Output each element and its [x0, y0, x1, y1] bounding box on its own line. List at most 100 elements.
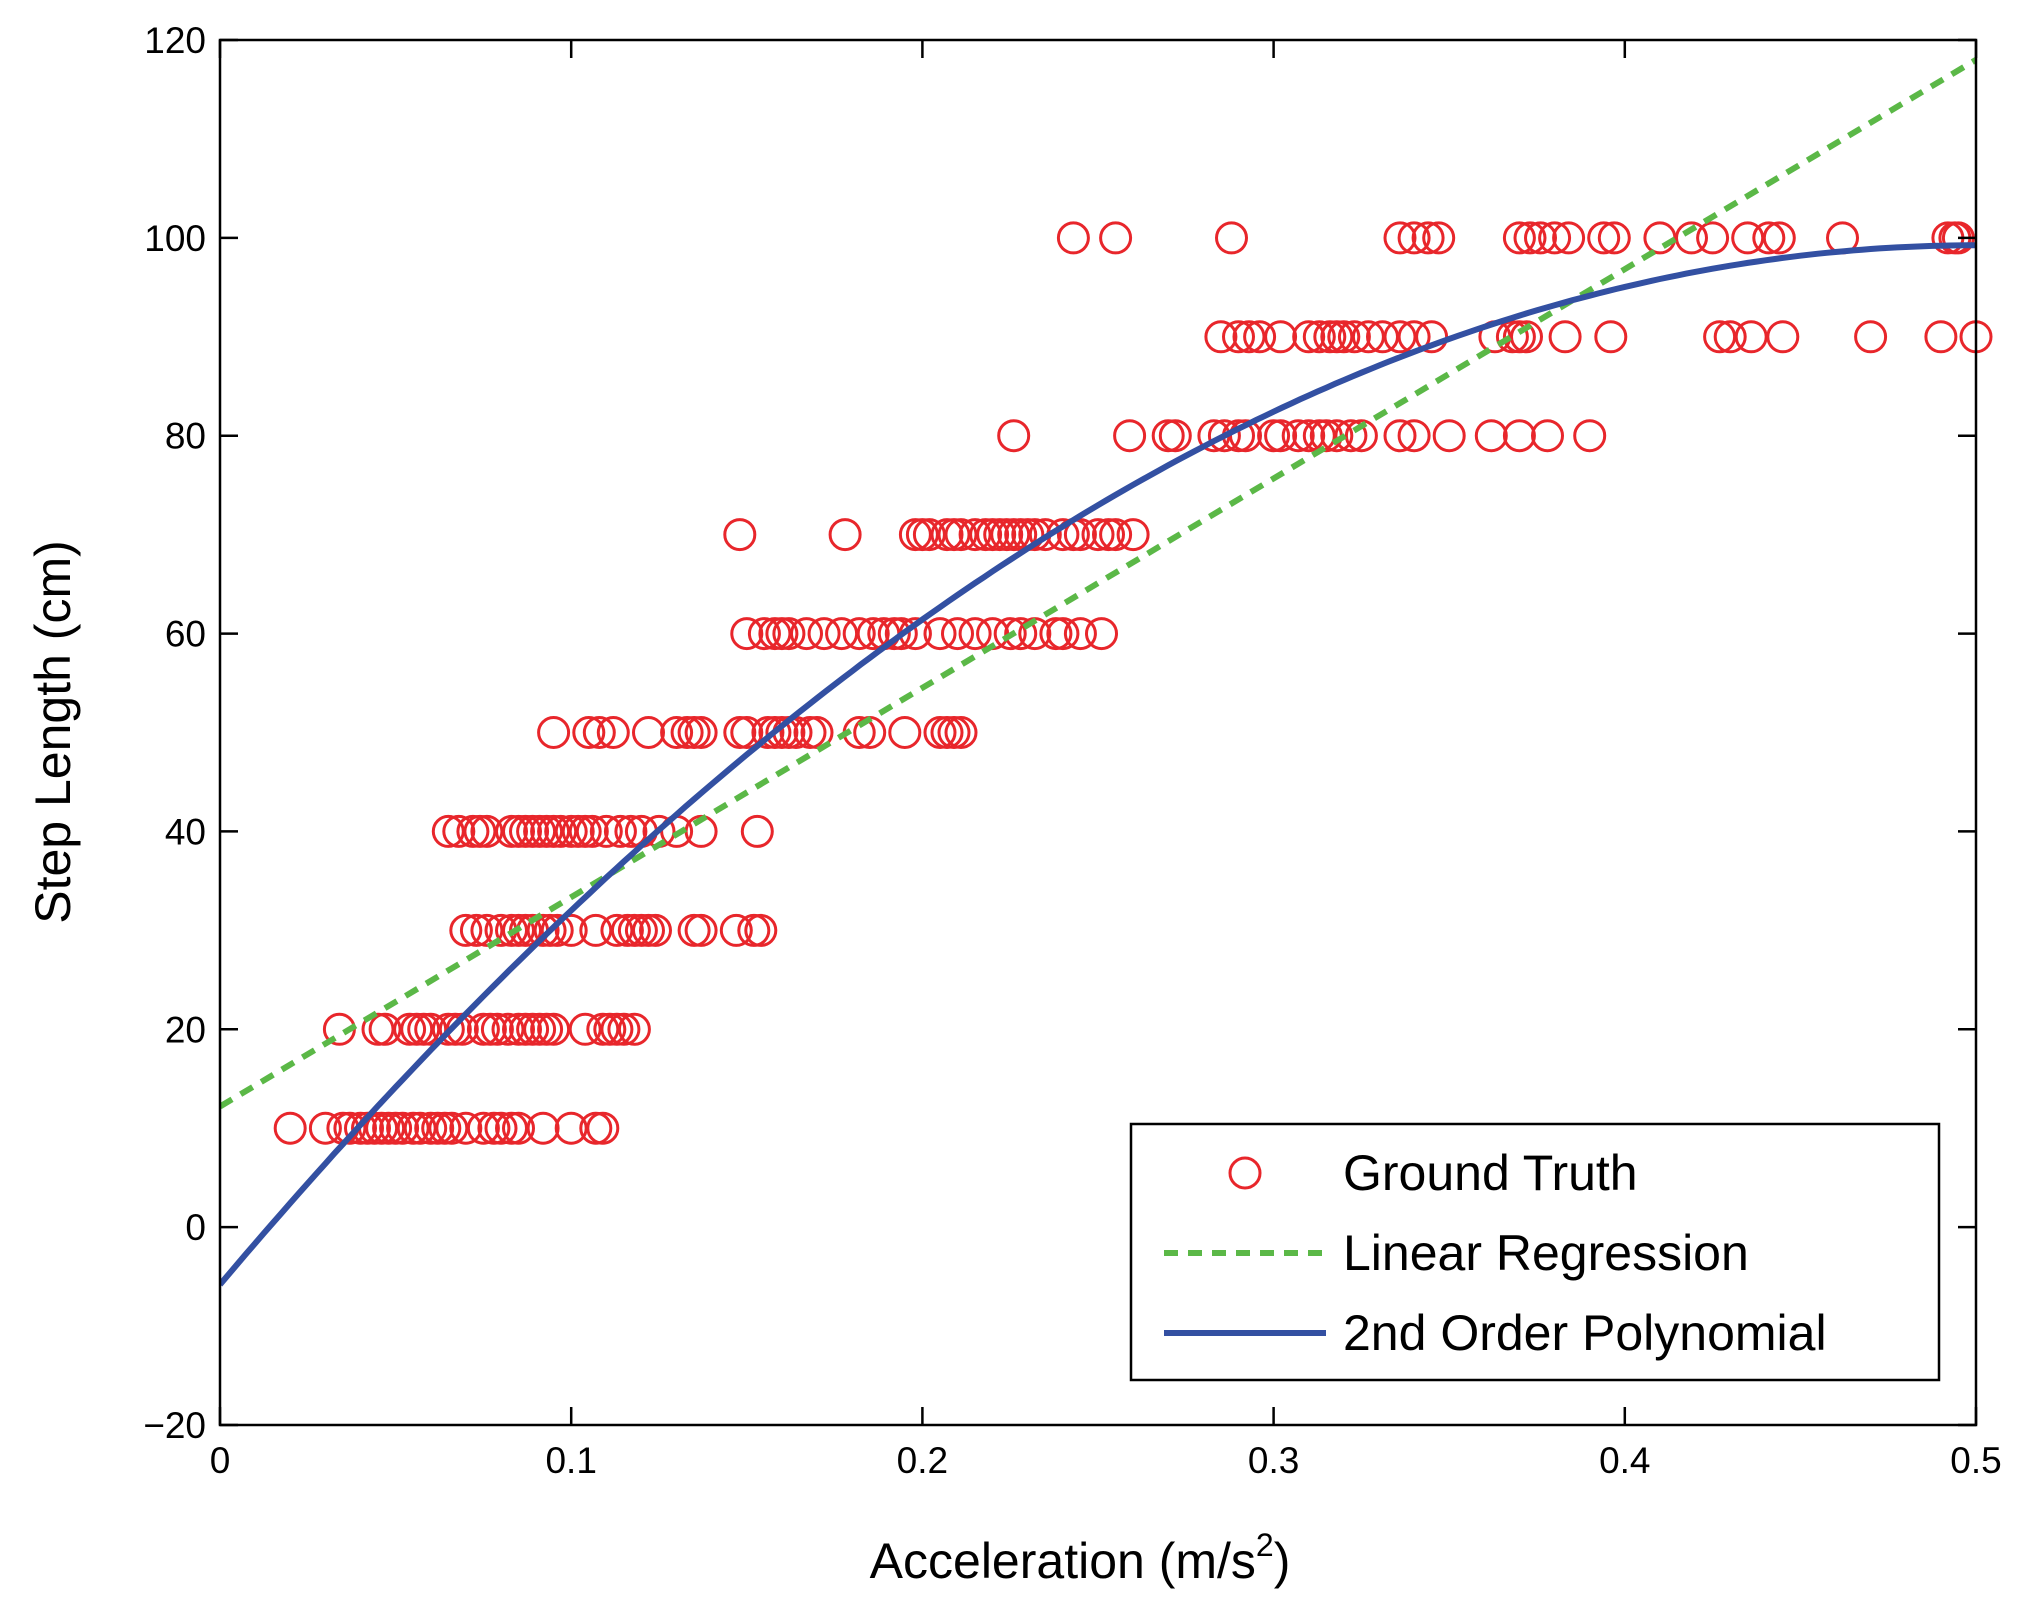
data-point	[1207, 419, 1241, 453]
data-point	[459, 913, 493, 947]
data-point	[723, 518, 757, 552]
data-point	[1264, 320, 1298, 354]
data-point	[937, 716, 971, 749]
data-point	[1337, 320, 1371, 354]
data-point	[1292, 320, 1326, 354]
data-point	[1063, 518, 1097, 552]
data-point	[747, 617, 781, 651]
data-point	[758, 617, 792, 651]
data-point	[983, 518, 1017, 552]
data-point	[1113, 419, 1147, 453]
data-point	[632, 716, 665, 749]
data-point	[1397, 419, 1431, 453]
data-point	[1039, 617, 1073, 651]
data-point	[466, 1111, 500, 1145]
plot-marks	[220, 57, 1993, 1287]
data-point	[1028, 518, 1062, 552]
data-point	[1422, 221, 1456, 255]
data-point	[589, 814, 623, 848]
data-point	[495, 913, 528, 947]
data-point	[586, 1111, 620, 1145]
data-point	[502, 1111, 535, 1145]
data-point	[1474, 419, 1508, 453]
data-point	[540, 913, 574, 947]
data-point	[944, 716, 978, 749]
data-point	[610, 913, 644, 947]
data-point	[751, 716, 785, 749]
data-point	[898, 518, 932, 552]
data-point	[308, 1111, 342, 1145]
y-tick-label: −20	[143, 1405, 206, 1446]
data-point	[1552, 221, 1586, 255]
data-point	[1302, 320, 1336, 354]
data-point	[632, 913, 665, 947]
data-point	[684, 913, 718, 947]
data-point	[997, 419, 1031, 453]
data-point	[509, 814, 542, 848]
data-point	[386, 1111, 420, 1145]
data-point	[1264, 419, 1298, 453]
data-point	[414, 1012, 448, 1046]
data-point	[1573, 419, 1607, 453]
data-point	[586, 1012, 620, 1046]
data-point	[684, 716, 718, 749]
data-point	[414, 1111, 448, 1145]
data-point	[1854, 320, 1888, 354]
data-point	[997, 518, 1031, 552]
data-point	[1085, 617, 1118, 651]
data-point	[502, 913, 535, 947]
data-point	[361, 1012, 395, 1046]
data-point	[1587, 221, 1621, 255]
data-point	[421, 1111, 455, 1145]
data-point	[480, 1012, 514, 1046]
data-point	[523, 814, 557, 848]
data-point	[719, 913, 753, 947]
data-point	[526, 1111, 560, 1145]
data-point	[393, 1012, 427, 1046]
data-point	[1703, 320, 1737, 354]
data-point	[1327, 320, 1361, 354]
data-point	[1766, 320, 1800, 354]
data-point	[1924, 320, 1958, 354]
data-point	[442, 814, 476, 848]
data-point	[502, 1012, 535, 1046]
data-point	[1734, 320, 1768, 354]
data-point	[677, 913, 711, 947]
data-point	[554, 913, 588, 947]
data-point	[596, 716, 630, 749]
data-point	[1397, 221, 1431, 255]
data-point	[1320, 419, 1354, 453]
data-point	[1116, 518, 1150, 552]
data-point	[579, 1111, 613, 1145]
data-point	[1334, 419, 1368, 453]
y-tick-label: 60	[165, 614, 206, 655]
data-point	[1502, 419, 1536, 453]
data-point	[1151, 419, 1185, 453]
data-point	[1531, 419, 1564, 453]
data-point	[976, 518, 1010, 552]
legend: Ground Truth Linear Regression 2nd Order…	[1129, 1122, 1941, 1382]
data-point	[600, 913, 634, 947]
data-point	[431, 814, 465, 848]
data-point	[1232, 320, 1266, 354]
data-point	[624, 913, 658, 947]
data-point	[463, 814, 497, 848]
data-point	[730, 617, 764, 651]
data-point	[1351, 320, 1385, 354]
x-tick-label: 0.4	[1599, 1440, 1650, 1481]
data-point	[484, 1111, 518, 1145]
data-point	[670, 716, 704, 749]
data-point	[1432, 419, 1466, 453]
data-point	[379, 1111, 413, 1145]
data-point	[579, 913, 613, 947]
data-point	[790, 617, 823, 651]
data-point	[1538, 221, 1572, 255]
y-tick-label: 100	[144, 218, 206, 259]
data-point	[744, 913, 778, 947]
y-tick-label: 20	[165, 1009, 206, 1050]
data-point	[1313, 320, 1347, 354]
data-point	[537, 814, 571, 848]
data-point	[856, 617, 890, 651]
data-point	[1675, 221, 1708, 255]
data-point	[1004, 617, 1038, 651]
